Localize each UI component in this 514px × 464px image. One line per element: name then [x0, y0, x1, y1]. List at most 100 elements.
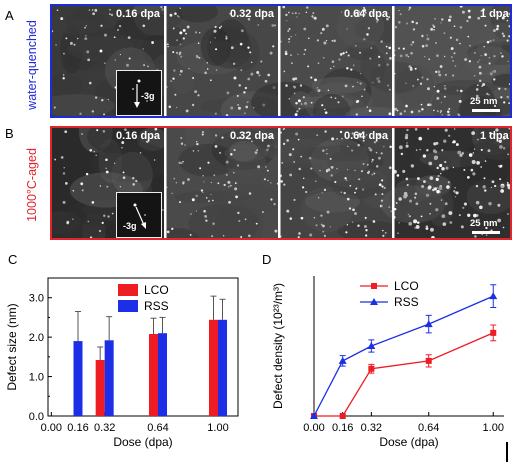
defect-dot	[443, 95, 446, 98]
micrograph-texture	[293, 146, 324, 178]
defect-dot	[425, 193, 430, 197]
defect-dot	[435, 177, 439, 181]
defect-dot	[167, 43, 169, 46]
defect-dot	[479, 79, 482, 83]
defect-dot	[117, 29, 119, 31]
defect-dot	[93, 150, 95, 153]
defect-dot	[223, 235, 225, 237]
micrograph-texture	[221, 183, 281, 216]
defect-dot	[244, 86, 248, 90]
defect-dot	[414, 128, 418, 131]
defect-dot	[304, 48, 307, 51]
defect-dot	[470, 168, 474, 172]
micrograph-texture	[327, 149, 384, 174]
micrograph-texture	[111, 151, 153, 197]
micrograph-texture	[232, 203, 262, 238]
defect-dot	[266, 169, 269, 172]
defect-dot	[229, 12, 231, 15]
defect-dot	[451, 74, 455, 77]
defect-dot	[363, 8, 367, 12]
defect-dot	[170, 80, 172, 82]
defect-dot	[103, 214, 106, 217]
defect-dot	[194, 31, 198, 34]
defect-dot	[296, 16, 298, 18]
defect-dot	[363, 88, 366, 91]
defect-dot	[439, 111, 442, 114]
defect-dot	[95, 154, 97, 157]
micrograph-texture	[432, 40, 496, 77]
defect-dot	[127, 36, 131, 40]
defect-dot	[225, 35, 228, 38]
defect-dot	[437, 174, 440, 178]
defect-dot	[317, 196, 320, 199]
defect-dot	[340, 11, 343, 13]
defect-dot	[244, 112, 246, 115]
defect-dot	[441, 149, 444, 152]
defect-dot	[322, 230, 325, 233]
defect-dot	[53, 106, 56, 109]
defect-dot	[109, 13, 111, 16]
defect-dot	[154, 128, 158, 131]
defect-dot	[455, 38, 459, 42]
defect-dot	[444, 128, 448, 132]
defect-dot	[388, 46, 392, 50]
defect-dot	[425, 227, 429, 230]
panel-divider	[164, 128, 167, 238]
defect-dot	[423, 180, 426, 184]
defect-dot	[252, 106, 255, 109]
defect-dot	[203, 181, 205, 183]
defect-dot	[289, 217, 293, 220]
defect-dot	[477, 16, 481, 20]
defect-dot	[107, 98, 110, 101]
defect-dot	[421, 185, 425, 188]
defect-dot	[316, 39, 320, 42]
defect-dot	[139, 152, 142, 154]
defect-dot	[506, 19, 509, 22]
defect-dot	[282, 128, 285, 131]
defect-dot	[402, 169, 406, 173]
defect-dot	[389, 57, 392, 60]
defect-dot	[486, 92, 489, 96]
defect-dot	[206, 68, 209, 70]
defect-dot	[143, 64, 146, 67]
micrograph-texture	[396, 65, 435, 109]
defect-dot	[501, 16, 505, 20]
defect-dot	[297, 138, 300, 141]
defect-dot	[475, 184, 479, 188]
micrograph-texture	[87, 128, 142, 154]
defect-dot	[420, 215, 423, 218]
defect-dot	[310, 76, 313, 79]
defect-dot	[447, 113, 451, 116]
defect-dot	[467, 176, 470, 179]
panel-divider	[278, 6, 281, 116]
defect-dot	[364, 216, 367, 219]
defect-dot	[295, 102, 298, 105]
defect-dot	[388, 206, 391, 209]
panel-b-diffraction-inset: -3g	[116, 192, 162, 238]
panel-a-scale-text: 25 nm	[470, 96, 498, 107]
defect-dot	[256, 71, 260, 74]
micrograph-texture	[336, 6, 385, 49]
micrograph-texture	[304, 82, 373, 116]
micrograph-texture	[347, 41, 378, 61]
defect-dot	[121, 147, 123, 149]
defect-dot	[432, 149, 437, 153]
defect-dot	[377, 80, 381, 83]
defect-dot	[487, 149, 491, 153]
micrograph-field	[280, 128, 392, 238]
defect-dot	[234, 187, 238, 191]
defect-dot	[412, 28, 416, 31]
defect-dot	[325, 24, 329, 28]
defect-dot	[347, 54, 350, 57]
defect-dot	[342, 52, 345, 55]
defect-dot	[303, 177, 305, 180]
defect-dot	[203, 209, 206, 213]
defect-dot	[281, 161, 284, 164]
defect-dot	[493, 14, 496, 17]
defect-dot	[358, 178, 361, 181]
defect-dot	[265, 166, 267, 168]
defect-dot	[412, 84, 415, 87]
x-tick-label: 1.00	[483, 422, 504, 434]
micrograph-texture	[64, 50, 123, 72]
defect-dot	[436, 89, 440, 93]
